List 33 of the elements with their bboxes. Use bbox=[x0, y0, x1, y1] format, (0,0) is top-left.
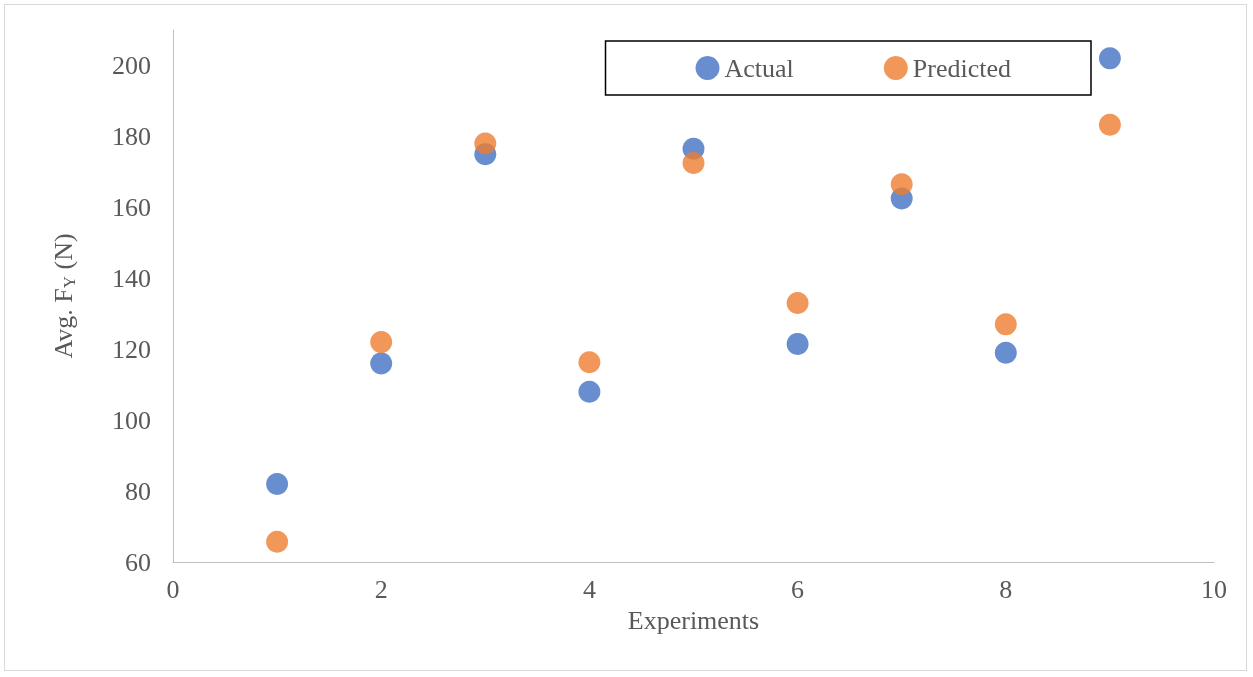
x-axis-title: Experiments bbox=[627, 605, 760, 635]
point bbox=[890, 173, 913, 196]
point bbox=[1098, 47, 1121, 70]
y-tick-label: 80 bbox=[125, 476, 151, 506]
x-tick-label: 10 bbox=[1201, 574, 1227, 604]
y-tick-label: 100 bbox=[112, 405, 151, 435]
point bbox=[994, 341, 1017, 364]
x-tick-label: 6 bbox=[791, 574, 805, 604]
point bbox=[578, 380, 601, 403]
legend-label: Predicted bbox=[912, 53, 1011, 83]
y-tick-label: 180 bbox=[112, 121, 151, 151]
point bbox=[266, 472, 289, 495]
point bbox=[370, 331, 393, 354]
point bbox=[682, 152, 705, 174]
point bbox=[474, 132, 497, 155]
point bbox=[1098, 113, 1121, 136]
x-tick-label: 0 bbox=[166, 574, 180, 604]
y-tick-label: 160 bbox=[112, 192, 151, 222]
y-tick-label: 60 bbox=[125, 547, 151, 577]
y-axis-title: Avg. FY (N) bbox=[49, 233, 79, 359]
point bbox=[994, 313, 1017, 336]
x-tick-label: 8 bbox=[999, 574, 1013, 604]
point bbox=[578, 351, 601, 374]
y-tick-label: 120 bbox=[112, 334, 151, 364]
y-tick-label: 200 bbox=[112, 50, 151, 80]
point bbox=[786, 292, 809, 315]
point bbox=[786, 332, 809, 355]
x-tick-label: 2 bbox=[374, 574, 388, 604]
legend-label: Actual bbox=[724, 53, 794, 83]
x-tick-label: 4 bbox=[582, 574, 596, 604]
point bbox=[266, 530, 289, 553]
y-tick-label: 140 bbox=[112, 263, 151, 293]
point bbox=[370, 352, 393, 375]
